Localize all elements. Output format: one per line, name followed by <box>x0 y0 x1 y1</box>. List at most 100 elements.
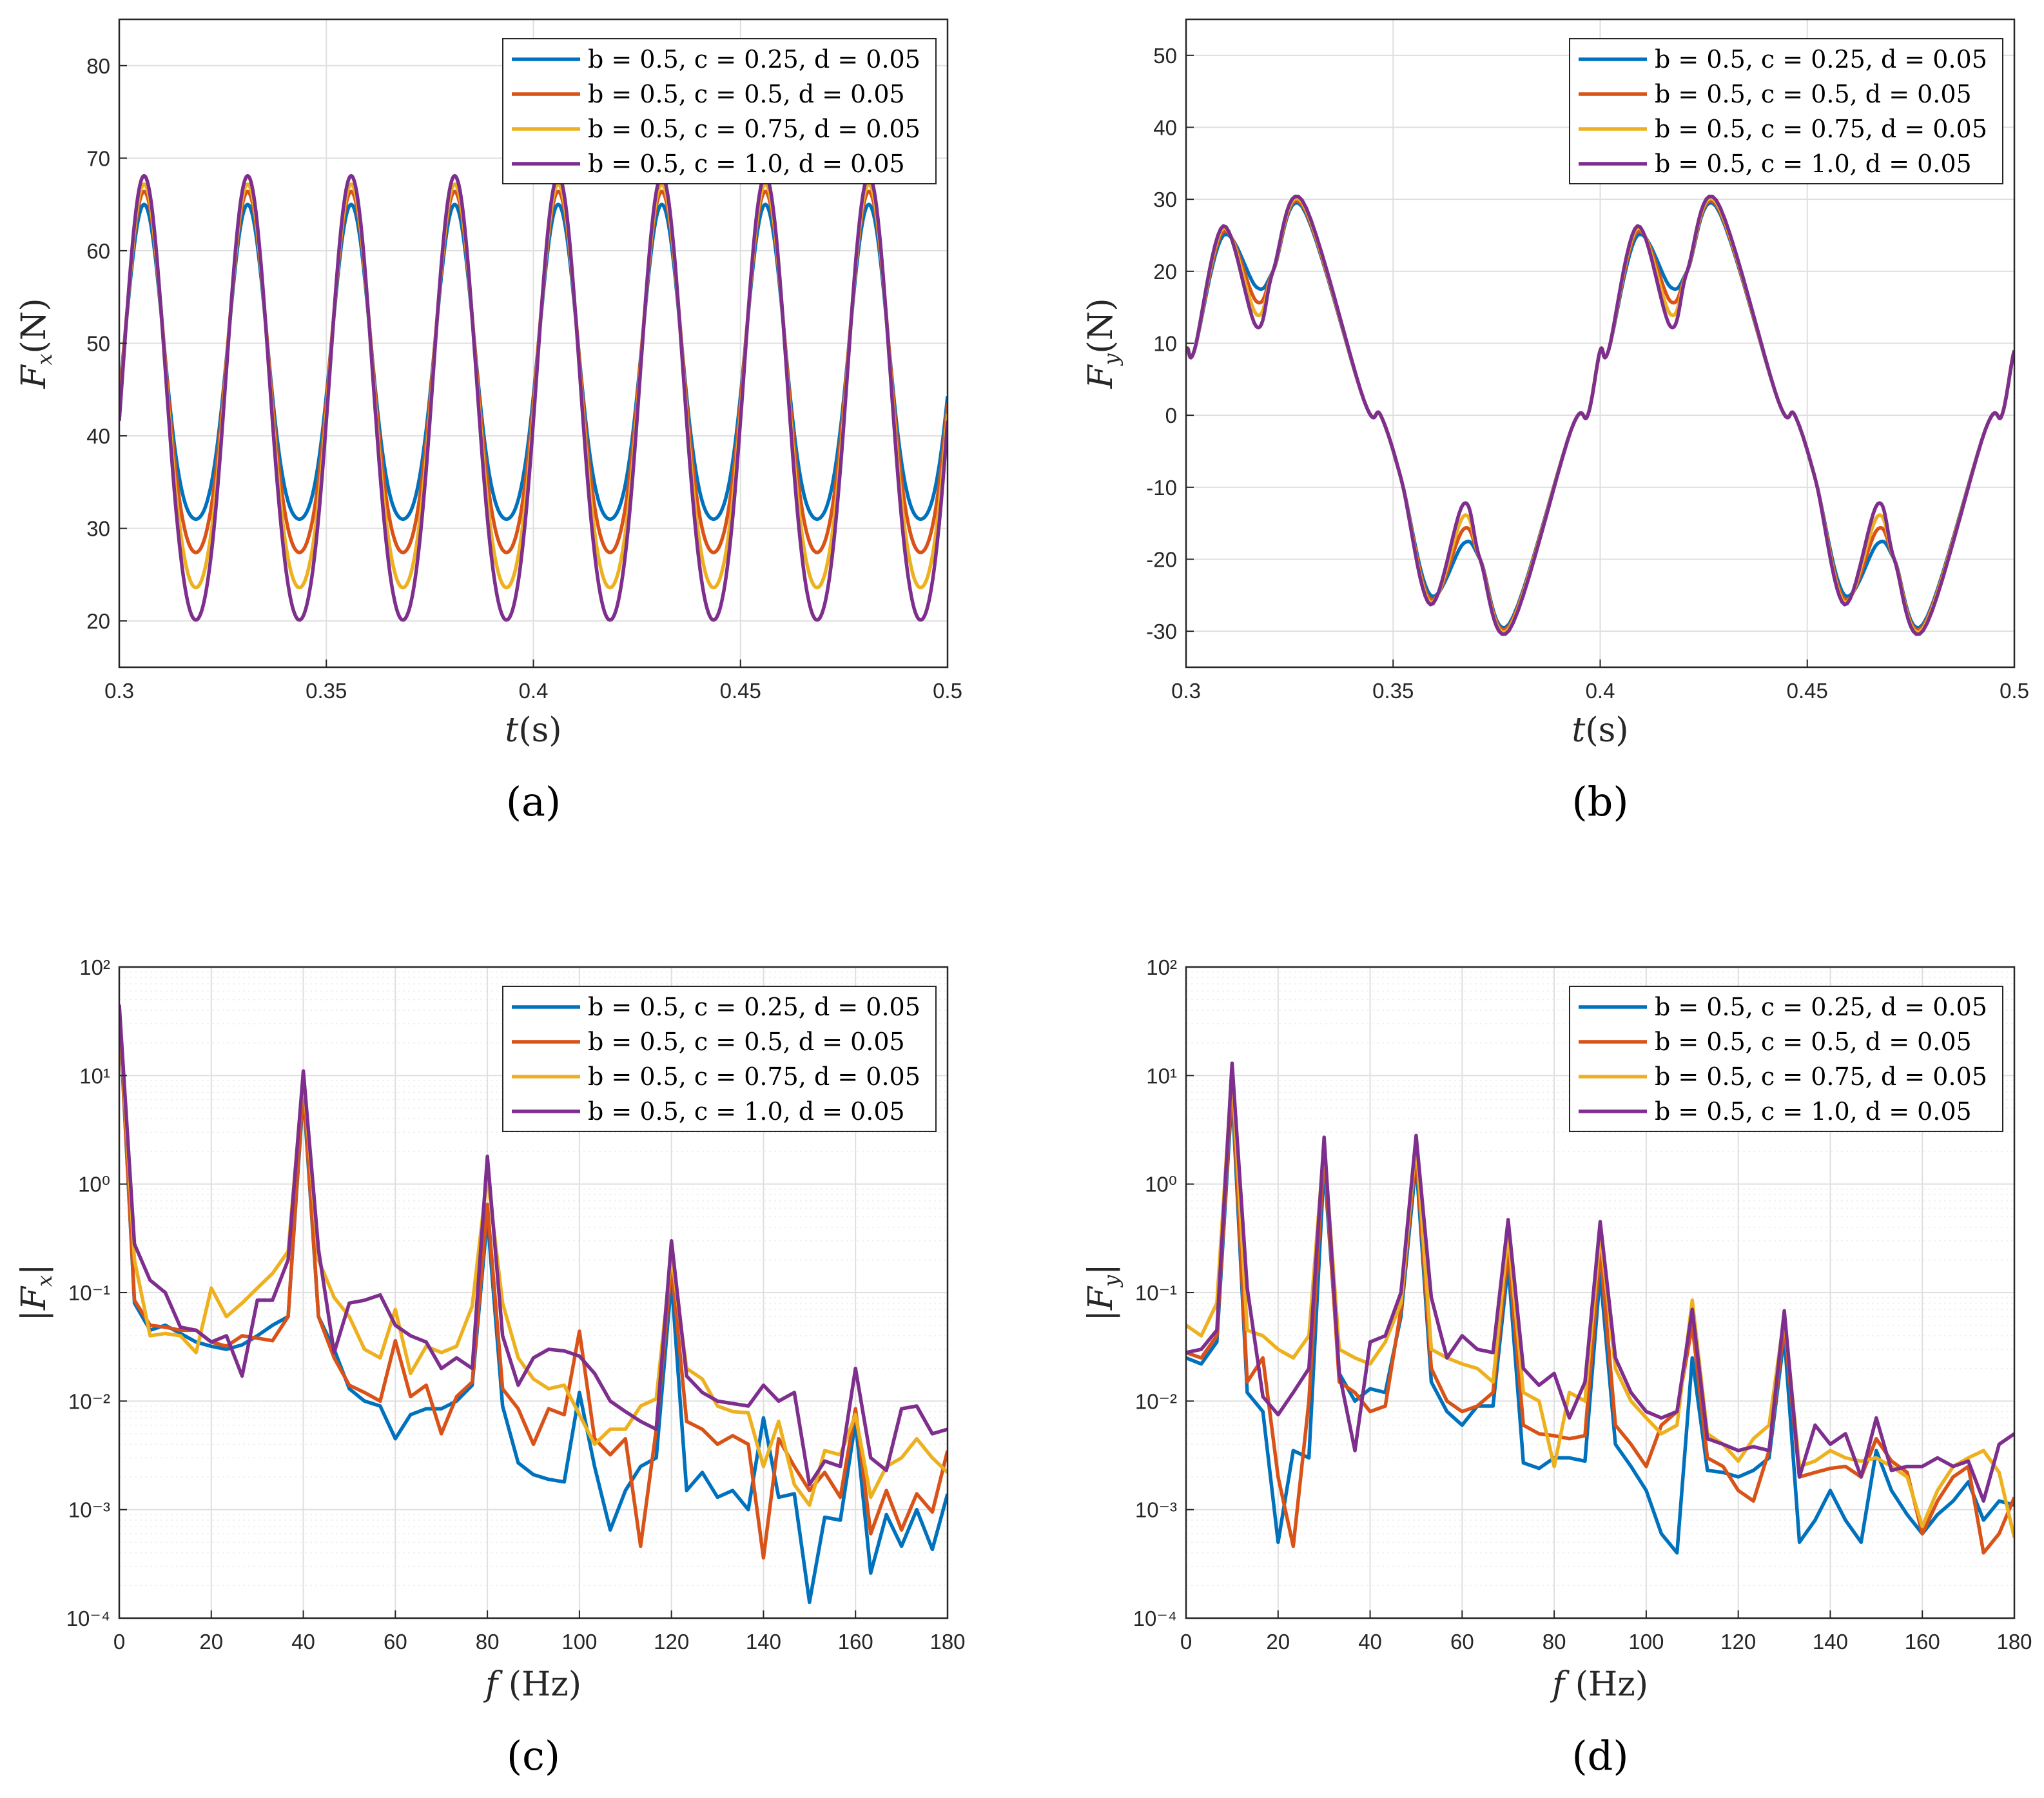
x-tick-label: 0.35 <box>1372 679 1414 703</box>
legend-label-2: b = 0.5, c = 0.5, d = 0.05 <box>588 80 905 108</box>
y-tick-label: 10⁻⁴ <box>1133 1607 1177 1630</box>
legend-label-1: b = 0.5, c = 0.25, d = 0.05 <box>588 45 920 73</box>
legend-box <box>502 986 937 1132</box>
y-tick-label: 50 <box>86 332 110 356</box>
legend-label-4: b = 0.5, c = 1.0, d = 0.05 <box>1655 1097 1972 1126</box>
series-group <box>1186 194 2014 636</box>
x-tick-label: 0.5 <box>933 679 962 703</box>
panel-d-fy-spectrum: 0 20 40 60 80 100 120 140 160 180 10⁻⁴ 10⁻³ 10⁻² 10⁻¹… <box>1082 955 2032 1779</box>
panel-c-fx-spectrum: 0 20 40 60 80 100 120 140 160 180 10⁻⁴ 10⁻³ 10⁻² 10⁻¹… <box>15 955 966 1779</box>
y-tick-label: 0 <box>1165 404 1177 427</box>
legend-label-3: b = 0.5, c = 0.75, d = 0.05 <box>1655 115 1987 143</box>
legend-label-1: b = 0.5, c = 0.25, d = 0.05 <box>1655 993 1987 1021</box>
x-tick-label: 0.45 <box>720 679 761 703</box>
series-line-3 <box>119 1005 948 1507</box>
x-tick-label: 60 <box>384 1630 407 1654</box>
x-axis-label: f (Hz) <box>483 1665 581 1704</box>
legend: b = 0.5, c = 0.25, d = 0.05 b = 0.5, c = … <box>502 986 937 1132</box>
y-axis-label: Fy(N) <box>1082 298 1124 389</box>
x-tick-label: 120 <box>654 1630 689 1654</box>
x-tick-label: 80 <box>1543 1630 1566 1654</box>
series-line-2 <box>119 1008 948 1560</box>
x-tick-label: 0.3 <box>1171 679 1201 703</box>
legend: b = 0.5, c = 0.25, d = 0.05 b = 0.5, c = … <box>1569 986 2003 1132</box>
series-line-4 <box>1186 1061 2014 1503</box>
y-tick-label: 20 <box>1153 260 1177 284</box>
y-tick-label: 30 <box>86 517 110 541</box>
legend-label-2: b = 0.5, c = 0.5, d = 0.05 <box>1655 80 1972 108</box>
legend: b = 0.5, c = 0.25, d = 0.05 b = 0.5, c = … <box>1569 38 2003 184</box>
x-tick-label: 120 <box>1720 1630 1756 1654</box>
series-line-4 <box>119 1004 948 1487</box>
y-tick-label: 10¹ <box>79 1064 110 1088</box>
y-tick-label: 70 <box>86 146 110 170</box>
y-tick-label: 10⁻⁴ <box>66 1607 110 1630</box>
x-tick-label: 0.5 <box>2000 679 2029 703</box>
x-tick-label: 140 <box>746 1630 781 1654</box>
x-tick-label: 0 <box>113 1630 125 1654</box>
x-tick-label: 100 <box>561 1630 597 1654</box>
legend-label-4: b = 0.5, c = 1.0, d = 0.05 <box>1655 150 1972 178</box>
panel-label: (a) <box>506 778 561 825</box>
x-tick-label: 0.4 <box>519 679 549 703</box>
x-axis-label: t(s) <box>1572 711 1628 750</box>
y-tick-label: 40 <box>1153 116 1177 140</box>
y-axis-label: |Fx| <box>15 1264 57 1321</box>
x-tick-label: 0.3 <box>104 679 134 703</box>
x-tick-label: 160 <box>838 1630 873 1654</box>
x-tick-label: 80 <box>476 1630 500 1654</box>
x-tick-label: 40 <box>291 1630 315 1654</box>
x-tick-label: 0.35 <box>306 679 347 703</box>
panel-label: (b) <box>1572 778 1628 825</box>
panel-a-fx-time: 0.3 0.35 0.4 0.45 0.5 20 30 40 50 60 70 80 t(s) Fx(N)… <box>15 18 962 825</box>
x-tick-label: 180 <box>930 1630 965 1654</box>
y-tick-label: 10⁰ <box>78 1173 110 1197</box>
x-tick-label: 20 <box>199 1630 223 1654</box>
y-tick-label: 10² <box>79 955 110 979</box>
legend-box <box>502 38 937 184</box>
y-tick-label: 60 <box>86 239 110 263</box>
x-tick-label: 0 <box>1180 1630 1192 1654</box>
y-tick-label: 30 <box>1153 188 1177 211</box>
legend-label-3: b = 0.5, c = 0.75, d = 0.05 <box>588 1062 920 1091</box>
series-group <box>119 173 948 622</box>
series-line-4 <box>1186 194 2014 636</box>
y-axis-label: Fx(N) <box>15 298 57 389</box>
panel-label: (d) <box>1572 1732 1628 1779</box>
y-tick-label: 10¹ <box>1146 1064 1177 1088</box>
x-axis-label: f (Hz) <box>1550 1665 1648 1704</box>
x-tick-label: 160 <box>1905 1630 1940 1654</box>
panel-b-fy-time: 0.3 0.35 0.4 0.45 0.5 -30 -20 -10 0 10 20 30 40 50 t(s… <box>1082 18 2029 825</box>
x-tick-label: 60 <box>1450 1630 1474 1654</box>
legend-box <box>1569 38 2003 184</box>
y-tick-label: 10⁻³ <box>68 1498 110 1522</box>
series-line-1 <box>119 1010 948 1605</box>
legend-label-4: b = 0.5, c = 1.0, d = 0.05 <box>588 150 905 178</box>
y-tick-label: -20 <box>1146 548 1177 572</box>
x-tick-label: 100 <box>1628 1630 1664 1654</box>
x-tick-label: 0.45 <box>1787 679 1828 703</box>
legend-box <box>1569 986 2003 1132</box>
y-tick-label: -30 <box>1146 620 1177 643</box>
legend-label-1: b = 0.5, c = 0.25, d = 0.05 <box>1655 45 1987 73</box>
y-tick-label: 10² <box>1146 955 1177 979</box>
y-tick-label: 10 <box>1153 332 1177 356</box>
y-tick-label: -10 <box>1146 476 1177 500</box>
y-tick-label: 80 <box>86 54 110 78</box>
y-tick-label: 20 <box>86 609 110 633</box>
x-axis-label: t(s) <box>505 711 561 750</box>
legend-label-2: b = 0.5, c = 0.5, d = 0.05 <box>1655 1028 1972 1056</box>
panel-label: (c) <box>507 1732 560 1779</box>
y-tick-label: 10⁻² <box>68 1389 110 1413</box>
series-group <box>1186 1061 2014 1555</box>
y-tick-label: 10⁰ <box>1145 1173 1177 1197</box>
legend: b = 0.5, c = 0.25, d = 0.05 b = 0.5, c = … <box>502 38 937 184</box>
x-tick-label: 40 <box>1358 1630 1382 1654</box>
y-axis-label: |Fy| <box>1082 1264 1124 1321</box>
y-tick-label: 10⁻¹ <box>68 1281 110 1305</box>
legend-label-3: b = 0.5, c = 0.75, d = 0.05 <box>1655 1062 1987 1091</box>
x-tick-label: 140 <box>1813 1630 1848 1654</box>
legend-label-2: b = 0.5, c = 0.5, d = 0.05 <box>588 1028 905 1056</box>
legend-label-3: b = 0.5, c = 0.75, d = 0.05 <box>588 115 920 143</box>
